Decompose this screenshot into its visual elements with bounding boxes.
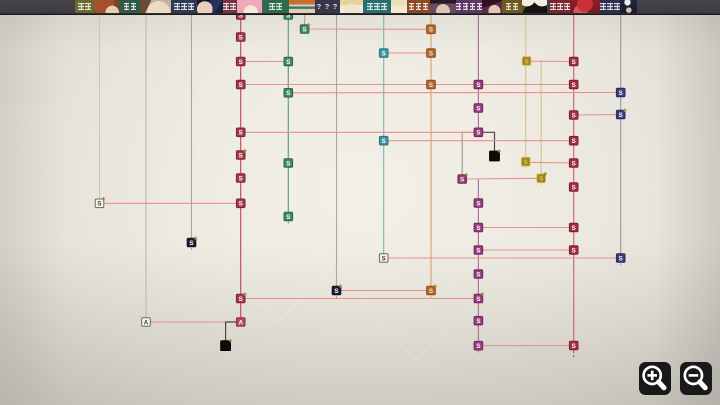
- svg-text:+: +: [243, 149, 247, 155]
- svg-text:S: S: [239, 152, 243, 159]
- svg-text:S: S: [239, 130, 243, 137]
- svg-text:S: S: [334, 288, 338, 295]
- svg-text:+: +: [623, 108, 627, 114]
- svg-text:S: S: [572, 343, 576, 350]
- svg-text:S: S: [286, 59, 290, 66]
- svg-text:A: A: [238, 319, 243, 326]
- svg-text:S: S: [429, 27, 433, 34]
- svg-text:S: S: [239, 34, 243, 41]
- svg-text:S: S: [572, 82, 576, 89]
- svg-text:S: S: [429, 50, 433, 57]
- svg-text:+: +: [497, 149, 501, 155]
- svg-text:S: S: [239, 12, 243, 19]
- svg-text:S: S: [476, 343, 480, 350]
- svg-text:+: +: [228, 339, 232, 345]
- svg-text:S: S: [286, 214, 290, 221]
- svg-text:S: S: [524, 159, 528, 166]
- svg-text:+: +: [194, 236, 198, 242]
- svg-text:S: S: [572, 160, 576, 167]
- svg-text:S: S: [429, 82, 433, 89]
- svg-text:S: S: [97, 201, 101, 208]
- svg-text:+: +: [464, 173, 468, 179]
- svg-text:S: S: [460, 176, 464, 183]
- svg-text:A: A: [144, 319, 149, 326]
- svg-text:S: S: [476, 105, 480, 112]
- svg-text:S: S: [539, 176, 543, 183]
- svg-text:S: S: [189, 240, 193, 247]
- svg-text:S: S: [476, 296, 480, 303]
- svg-text:S: S: [476, 247, 480, 254]
- svg-text:S: S: [239, 175, 243, 182]
- svg-text:S: S: [476, 271, 480, 278]
- svg-text:S: S: [525, 58, 529, 65]
- svg-text:S: S: [619, 112, 623, 119]
- svg-text:S: S: [382, 255, 386, 262]
- svg-text:S: S: [286, 90, 290, 97]
- svg-text:S: S: [476, 130, 480, 137]
- svg-text:S: S: [286, 12, 290, 19]
- svg-text:S: S: [476, 318, 480, 325]
- svg-text:S: S: [476, 82, 480, 89]
- svg-text:S: S: [572, 225, 576, 232]
- svg-text:+: +: [433, 284, 437, 290]
- svg-text:+: +: [543, 172, 547, 178]
- svg-text:S: S: [572, 247, 576, 254]
- svg-text:S: S: [239, 296, 243, 303]
- svg-text:S: S: [476, 225, 480, 232]
- svg-text:S: S: [239, 82, 243, 89]
- svg-text:S: S: [239, 201, 243, 208]
- svg-text:+: +: [243, 292, 247, 298]
- svg-text:S: S: [286, 160, 290, 167]
- svg-text:S: S: [619, 90, 623, 97]
- svg-text:S: S: [382, 138, 386, 145]
- svg-text:S: S: [572, 184, 576, 191]
- svg-text:S: S: [572, 59, 576, 66]
- svg-text:+: +: [102, 197, 106, 203]
- svg-text:S: S: [619, 255, 623, 262]
- svg-text:+: +: [339, 284, 343, 290]
- svg-text:S: S: [382, 50, 386, 57]
- svg-text:S: S: [303, 26, 307, 33]
- svg-text:+: +: [307, 23, 311, 29]
- svg-text:S: S: [572, 138, 576, 145]
- svg-text:S: S: [239, 59, 243, 66]
- svg-text:S: S: [476, 200, 480, 207]
- svg-text:S: S: [429, 288, 433, 295]
- svg-text:+: +: [481, 292, 485, 298]
- svg-text:S: S: [572, 112, 576, 119]
